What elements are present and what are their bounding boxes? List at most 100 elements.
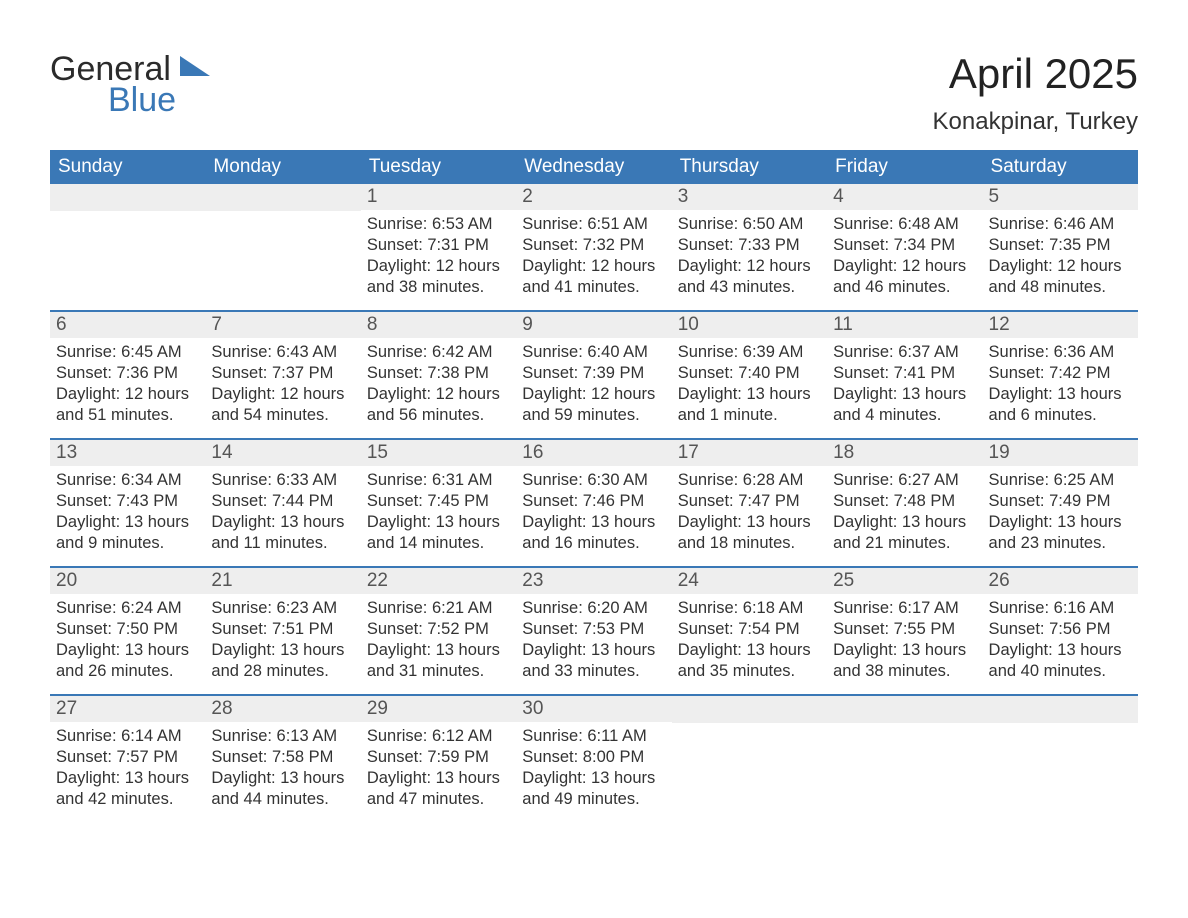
day-number: 9 [516, 312, 671, 338]
day-body: Sunrise: 6:50 AMSunset: 7:33 PMDaylight:… [672, 210, 827, 300]
day-number: 7 [205, 312, 360, 338]
day-body: Sunrise: 6:48 AMSunset: 7:34 PMDaylight:… [827, 210, 982, 300]
day-body: Sunrise: 6:25 AMSunset: 7:49 PMDaylight:… [983, 466, 1138, 556]
day-number: 29 [361, 696, 516, 722]
sunset-line: Sunset: 7:43 PM [56, 491, 199, 512]
sunset-line: Sunset: 7:49 PM [989, 491, 1132, 512]
dow-monday: Monday [205, 150, 360, 184]
day-cell [50, 184, 205, 310]
sunset-line: Sunset: 7:46 PM [522, 491, 665, 512]
sunrise-line: Sunrise: 6:21 AM [367, 598, 510, 619]
day-cell: 17Sunrise: 6:28 AMSunset: 7:47 PMDayligh… [672, 440, 827, 566]
day-cell: 7Sunrise: 6:43 AMSunset: 7:37 PMDaylight… [205, 312, 360, 438]
daylight-line-2: and 11 minutes. [211, 533, 354, 554]
sunset-line: Sunset: 7:33 PM [678, 235, 821, 256]
daylight-line-2: and 4 minutes. [833, 405, 976, 426]
sunrise-line: Sunrise: 6:25 AM [989, 470, 1132, 491]
day-number: 8 [361, 312, 516, 338]
day-number: 16 [516, 440, 671, 466]
sunrise-line: Sunrise: 6:40 AM [522, 342, 665, 363]
daylight-line-2: and 21 minutes. [833, 533, 976, 554]
daylight-line-2: and 31 minutes. [367, 661, 510, 682]
sunset-line: Sunset: 7:31 PM [367, 235, 510, 256]
daylight-line-2: and 42 minutes. [56, 789, 199, 810]
day-body: Sunrise: 6:27 AMSunset: 7:48 PMDaylight:… [827, 466, 982, 556]
daylight-line-1: Daylight: 12 hours [833, 256, 976, 277]
day-cell: 15Sunrise: 6:31 AMSunset: 7:45 PMDayligh… [361, 440, 516, 566]
day-body: Sunrise: 6:12 AMSunset: 7:59 PMDaylight:… [361, 722, 516, 812]
day-cell: 28Sunrise: 6:13 AMSunset: 7:58 PMDayligh… [205, 696, 360, 822]
day-number: 18 [827, 440, 982, 466]
sunset-line: Sunset: 7:55 PM [833, 619, 976, 640]
day-cell [827, 696, 982, 822]
day-number: 19 [983, 440, 1138, 466]
sunset-line: Sunset: 7:34 PM [833, 235, 976, 256]
day-body: Sunrise: 6:46 AMSunset: 7:35 PMDaylight:… [983, 210, 1138, 300]
day-body: Sunrise: 6:13 AMSunset: 7:58 PMDaylight:… [205, 722, 360, 812]
sunrise-line: Sunrise: 6:18 AM [678, 598, 821, 619]
sunset-line: Sunset: 7:40 PM [678, 363, 821, 384]
sunset-line: Sunset: 7:42 PM [989, 363, 1132, 384]
daylight-line-1: Daylight: 13 hours [989, 384, 1132, 405]
day-body: Sunrise: 6:11 AMSunset: 8:00 PMDaylight:… [516, 722, 671, 812]
day-cell: 14Sunrise: 6:33 AMSunset: 7:44 PMDayligh… [205, 440, 360, 566]
daylight-line-2: and 1 minute. [678, 405, 821, 426]
dow-friday: Friday [827, 150, 982, 184]
dow-thursday: Thursday [672, 150, 827, 184]
day-body: Sunrise: 6:39 AMSunset: 7:40 PMDaylight:… [672, 338, 827, 428]
daylight-line-1: Daylight: 13 hours [367, 768, 510, 789]
daylight-line-1: Daylight: 13 hours [522, 640, 665, 661]
day-body: Sunrise: 6:34 AMSunset: 7:43 PMDaylight:… [50, 466, 205, 556]
daylight-line-2: and 38 minutes. [367, 277, 510, 298]
day-cell: 4Sunrise: 6:48 AMSunset: 7:34 PMDaylight… [827, 184, 982, 310]
day-body: Sunrise: 6:42 AMSunset: 7:38 PMDaylight:… [361, 338, 516, 428]
daylight-line-1: Daylight: 12 hours [989, 256, 1132, 277]
daylight-line-1: Daylight: 12 hours [367, 256, 510, 277]
day-number: 6 [50, 312, 205, 338]
week-row: 27Sunrise: 6:14 AMSunset: 7:57 PMDayligh… [50, 694, 1138, 822]
day-cell: 1Sunrise: 6:53 AMSunset: 7:31 PMDaylight… [361, 184, 516, 310]
sunset-line: Sunset: 7:54 PM [678, 619, 821, 640]
sunset-line: Sunset: 7:47 PM [678, 491, 821, 512]
sunrise-line: Sunrise: 6:33 AM [211, 470, 354, 491]
day-cell: 12Sunrise: 6:36 AMSunset: 7:42 PMDayligh… [983, 312, 1138, 438]
week-row: 1Sunrise: 6:53 AMSunset: 7:31 PMDaylight… [50, 184, 1138, 310]
sunset-line: Sunset: 7:52 PM [367, 619, 510, 640]
day-number: 15 [361, 440, 516, 466]
daylight-line-2: and 48 minutes. [989, 277, 1132, 298]
sunset-line: Sunset: 7:39 PM [522, 363, 665, 384]
daylight-line-2: and 43 minutes. [678, 277, 821, 298]
daylight-line-1: Daylight: 13 hours [833, 384, 976, 405]
day-body: Sunrise: 6:36 AMSunset: 7:42 PMDaylight:… [983, 338, 1138, 428]
day-of-week-header: Sunday Monday Tuesday Wednesday Thursday… [50, 150, 1138, 184]
day-number: 4 [827, 184, 982, 210]
sunrise-line: Sunrise: 6:12 AM [367, 726, 510, 747]
sunrise-line: Sunrise: 6:53 AM [367, 214, 510, 235]
day-body: Sunrise: 6:40 AMSunset: 7:39 PMDaylight:… [516, 338, 671, 428]
day-number: 12 [983, 312, 1138, 338]
week-row: 20Sunrise: 6:24 AMSunset: 7:50 PMDayligh… [50, 566, 1138, 694]
daylight-line-2: and 40 minutes. [989, 661, 1132, 682]
sunrise-line: Sunrise: 6:39 AM [678, 342, 821, 363]
daylight-line-2: and 56 minutes. [367, 405, 510, 426]
day-body: Sunrise: 6:33 AMSunset: 7:44 PMDaylight:… [205, 466, 360, 556]
day-number: 24 [672, 568, 827, 594]
day-cell: 27Sunrise: 6:14 AMSunset: 7:57 PMDayligh… [50, 696, 205, 822]
logo: General Blue [50, 50, 176, 120]
daylight-line-2: and 9 minutes. [56, 533, 199, 554]
sunrise-line: Sunrise: 6:42 AM [367, 342, 510, 363]
day-number: 21 [205, 568, 360, 594]
sunrise-line: Sunrise: 6:34 AM [56, 470, 199, 491]
sunset-line: Sunset: 7:57 PM [56, 747, 199, 768]
dow-sunday: Sunday [50, 150, 205, 184]
day-body: Sunrise: 6:53 AMSunset: 7:31 PMDaylight:… [361, 210, 516, 300]
daylight-line-1: Daylight: 12 hours [678, 256, 821, 277]
sunrise-line: Sunrise: 6:20 AM [522, 598, 665, 619]
day-number: 22 [361, 568, 516, 594]
daylight-line-2: and 6 minutes. [989, 405, 1132, 426]
week-row: 13Sunrise: 6:34 AMSunset: 7:43 PMDayligh… [50, 438, 1138, 566]
day-body: Sunrise: 6:37 AMSunset: 7:41 PMDaylight:… [827, 338, 982, 428]
daylight-line-1: Daylight: 13 hours [522, 512, 665, 533]
week-row: 6Sunrise: 6:45 AMSunset: 7:36 PMDaylight… [50, 310, 1138, 438]
day-number: 23 [516, 568, 671, 594]
